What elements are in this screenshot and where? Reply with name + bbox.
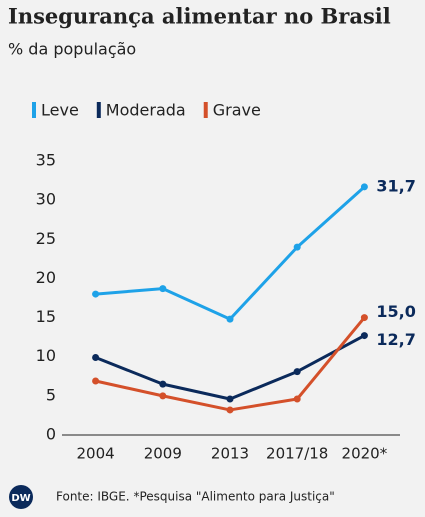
- value-label: 15,0: [376, 302, 415, 321]
- legend-label: Grave: [213, 101, 261, 120]
- y-tick-label: 30: [36, 190, 56, 209]
- data-point: [360, 183, 368, 191]
- y-tick-label: 0: [46, 425, 56, 444]
- data-point: [92, 353, 100, 361]
- data-point: [293, 368, 301, 376]
- source: Fonte: IBGE. *Pesquisa "Alimento para Ju…: [56, 490, 335, 504]
- y-tick-label: 10: [36, 346, 56, 365]
- x-tick-label: 2004: [77, 445, 115, 463]
- data-point: [92, 377, 100, 385]
- x-tick-label: 2017/18: [266, 445, 328, 463]
- data-point: [226, 395, 234, 403]
- value-label: 31,7: [376, 176, 415, 195]
- chart-subtitle: % da população: [8, 40, 136, 59]
- x-tick-label: 2020*: [342, 445, 388, 463]
- y-tick-label: 35: [36, 151, 56, 170]
- data-point: [159, 380, 167, 388]
- data-point: [293, 243, 301, 251]
- data-point: [293, 395, 301, 403]
- legend-label: Leve: [41, 101, 79, 120]
- data-point: [159, 392, 167, 400]
- data-point: [360, 314, 368, 322]
- chart-title: Insegurança alimentar no Brasil: [8, 4, 391, 29]
- legend-label: Moderada: [106, 101, 186, 120]
- y-tick-label: 20: [36, 268, 56, 287]
- legend-marker: [32, 102, 36, 118]
- x-tick-label: 2013: [211, 445, 249, 463]
- y-tick-label: 5: [46, 385, 56, 404]
- data-point: [226, 315, 234, 323]
- y-tick-label: 15: [36, 307, 56, 326]
- data-point: [360, 332, 368, 340]
- x-tick-label: 2009: [144, 445, 182, 463]
- legend-marker: [203, 102, 208, 118]
- data-point: [159, 285, 167, 293]
- data-point: [226, 406, 234, 414]
- logo: DW: [11, 493, 30, 504]
- logo-badge: [9, 485, 33, 509]
- value-label: 12,7: [376, 330, 415, 349]
- legend-marker: [96, 102, 101, 118]
- data-point: [92, 290, 100, 298]
- y-tick-label: 25: [36, 229, 56, 248]
